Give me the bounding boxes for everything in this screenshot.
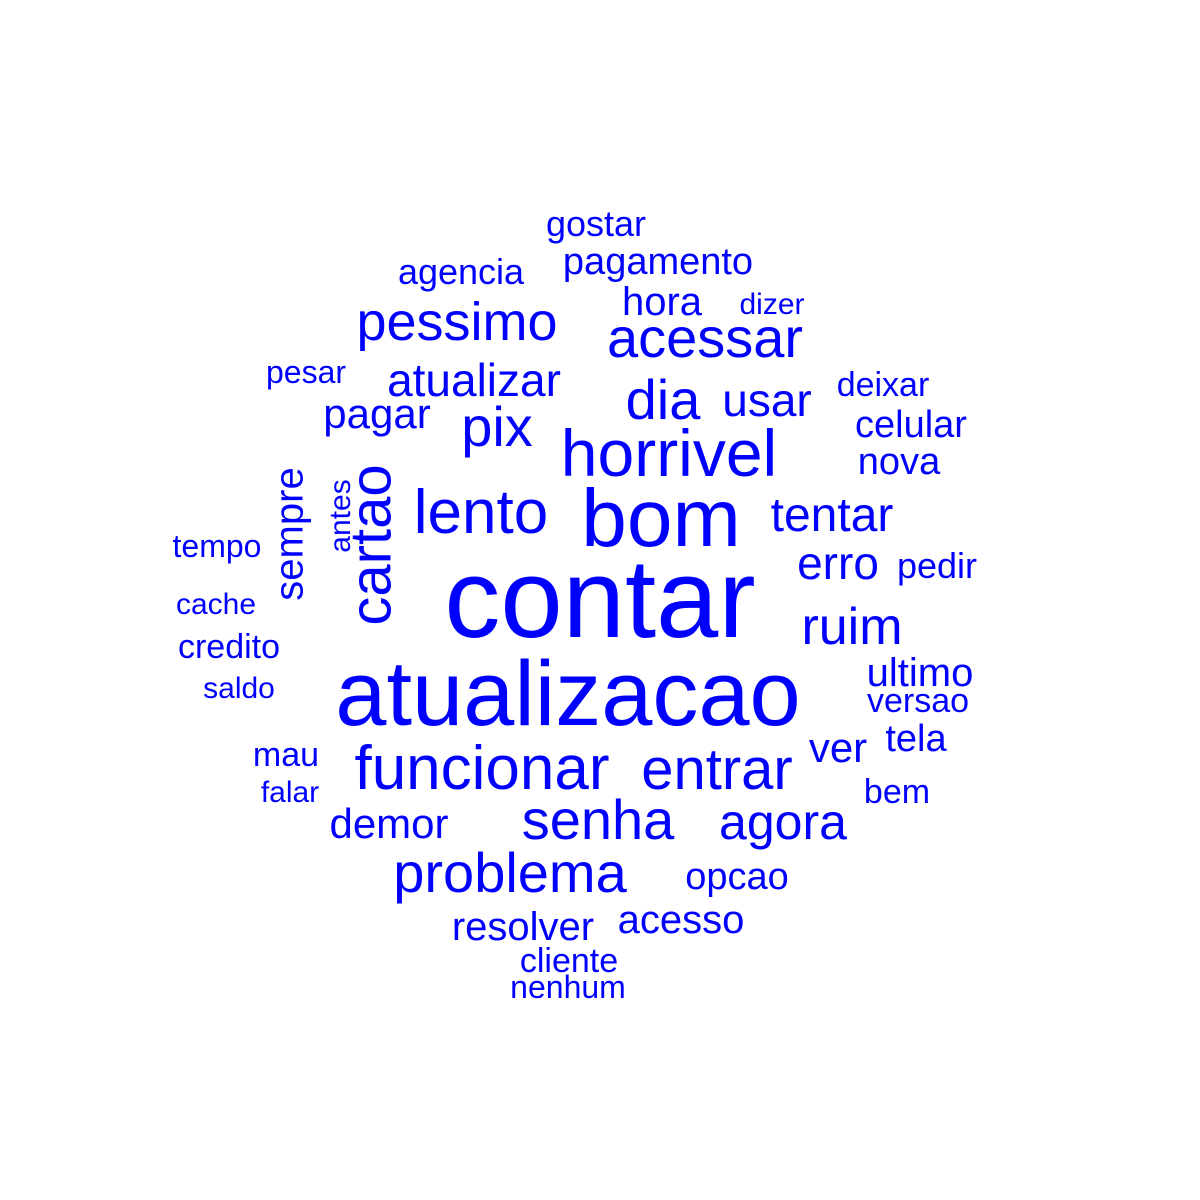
word-pedir: pedir — [897, 545, 977, 586]
word-mau: mau — [253, 736, 319, 774]
word-erro: erro — [797, 537, 879, 589]
word-pix: pix — [461, 395, 533, 458]
word-resolver: resolver — [452, 905, 594, 949]
word-pessimo: pessimo — [356, 292, 557, 352]
word-pagar: pagar — [323, 390, 430, 437]
word-tela: tela — [885, 718, 947, 760]
word-agora: agora — [719, 794, 847, 850]
word-antes: antes — [324, 479, 357, 552]
word-versao: versao — [867, 682, 969, 720]
word-cliente: cliente — [520, 942, 618, 980]
word-acessar: acessar — [607, 306, 803, 369]
word-agencia: agencia — [398, 251, 525, 292]
word-opcao: opcao — [685, 856, 789, 898]
word-lento: lento — [414, 478, 548, 547]
word-problema: problema — [393, 841, 627, 904]
word-cartao: cartao — [338, 464, 403, 625]
word-pesar: pesar — [266, 354, 346, 390]
word-falar: falar — [261, 776, 319, 809]
word-cache: cache — [176, 588, 256, 621]
word-nova: nova — [858, 441, 941, 483]
word-senha: senha — [522, 788, 675, 851]
word-ultimo: ultimo — [867, 651, 974, 695]
word-demor: demor — [329, 800, 448, 847]
word-acesso: acesso — [618, 898, 745, 942]
word-ruim: ruim — [801, 598, 902, 656]
word-dizer: dizer — [739, 288, 804, 321]
word-tempo: tempo — [173, 528, 262, 564]
word-funcionar: funcionar — [354, 734, 609, 803]
word-usar: usar — [722, 374, 811, 426]
word-pagamento: pagamento — [563, 241, 753, 283]
word-deixar: deixar — [837, 366, 930, 404]
word-nenhum: nenhum — [510, 969, 626, 1005]
word-atualizacao: atualizacao — [335, 643, 800, 745]
word-entrar: entrar — [641, 737, 793, 802]
word-celular: celular — [855, 404, 967, 446]
word-gostar: gostar — [546, 203, 646, 244]
word-dia: dia — [626, 368, 702, 431]
word-contar: contar — [444, 536, 755, 661]
word-tentar: tentar — [771, 489, 894, 542]
word-hora: hora — [622, 280, 703, 324]
word-bom: bom — [581, 473, 741, 564]
word-horrivel: horrivel — [561, 416, 777, 490]
word-atualizar: atualizar — [387, 354, 561, 406]
word-ver: ver — [809, 724, 867, 771]
word-credito: credito — [178, 628, 280, 666]
word-bem: bem — [864, 773, 930, 811]
word-sempre: sempre — [268, 467, 312, 600]
word-saldo: saldo — [203, 672, 275, 705]
